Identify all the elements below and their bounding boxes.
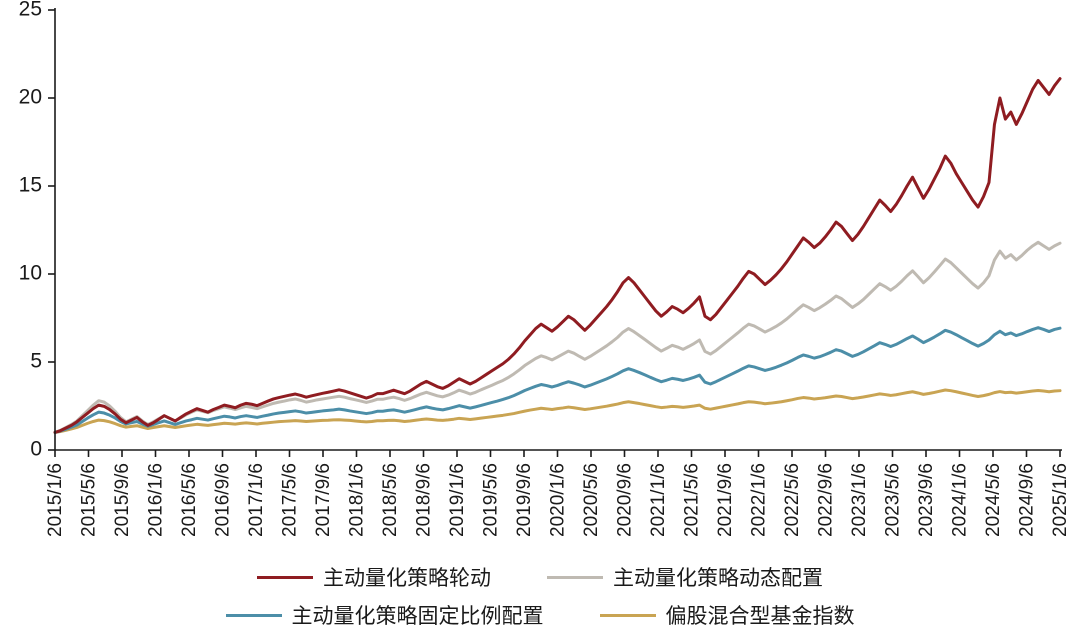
legend-item: 主动量化策略轮动 xyxy=(257,562,491,592)
x-tick-label: 2023/9/6 xyxy=(916,463,937,537)
x-tick-label: 2024/9/6 xyxy=(1017,463,1038,537)
series-line xyxy=(55,328,1060,433)
x-tick-label: 2020/9/6 xyxy=(615,463,636,537)
cumulative-return-chart: 0 5 10 15 20 25 2015/1/6 2015/5/6 2015/9/6 2016/1… xyxy=(0,0,1080,639)
legend-item: 偏股混合型基金指数 xyxy=(600,600,855,630)
x-tick-label: 2024/5/6 xyxy=(983,463,1004,537)
legend-swatch xyxy=(226,614,282,617)
x-tick-label: 2016/5/6 xyxy=(179,463,200,537)
x-tick-label: 2018/9/6 xyxy=(414,463,435,537)
x-tick-label: 2019/1/6 xyxy=(447,463,468,537)
x-tick-label: 2023/5/6 xyxy=(883,463,904,537)
x-tick-label: 2022/9/6 xyxy=(816,463,837,537)
x-tick-label: 2023/1/6 xyxy=(849,463,870,537)
x-tick-label: 2017/5/6 xyxy=(280,463,301,537)
x-tick-label: 2019/9/6 xyxy=(514,463,535,537)
x-tick-label: 2018/1/6 xyxy=(347,463,368,537)
y-tick-label: 25 xyxy=(19,0,42,21)
x-tick-label: 2019/5/6 xyxy=(481,463,502,537)
legend-label: 主动量化策略轮动 xyxy=(323,562,491,592)
legend-swatch xyxy=(257,576,313,579)
x-tick-label: 2020/5/6 xyxy=(581,463,602,537)
y-tick-label: 15 xyxy=(19,174,42,197)
x-tick-label: 2015/5/6 xyxy=(79,463,100,537)
y-tick-label: 10 xyxy=(19,262,42,285)
x-tick-label: 2025/1/6 xyxy=(1050,463,1071,537)
x-tick-label: 2017/1/6 xyxy=(246,463,267,537)
legend-swatch xyxy=(547,576,603,579)
legend-row: 主动量化策略轮动 主动量化策略动态配置 xyxy=(0,558,1080,596)
legend-label: 主动量化策略动态配置 xyxy=(613,562,823,592)
x-tick-label: 2016/1/6 xyxy=(146,463,167,537)
legend-row: 主动量化策略固定比例配置 偏股混合型基金指数 xyxy=(0,596,1080,634)
legend-label: 偏股混合型基金指数 xyxy=(666,600,855,630)
x-tick-label: 2021/1/6 xyxy=(648,463,669,537)
chart-legend: 主动量化策略轮动 主动量化策略动态配置主动量化策略固定比例配置 偏股混合型基金指数 xyxy=(0,558,1080,634)
x-tick-label: 2024/1/6 xyxy=(950,463,971,537)
x-tick-label: 2021/9/6 xyxy=(715,463,736,537)
legend-swatch xyxy=(600,614,656,617)
series-line xyxy=(55,79,1060,433)
y-tick-label: 0 xyxy=(30,438,42,461)
x-tick-label: 2018/5/6 xyxy=(380,463,401,537)
x-tick-label: 2020/1/6 xyxy=(548,463,569,537)
x-tick-label: 2016/9/6 xyxy=(213,463,234,537)
legend-item: 主动量化策略动态配置 xyxy=(547,562,823,592)
x-tick-label: 2015/9/6 xyxy=(112,463,133,537)
x-tick-label: 2022/1/6 xyxy=(749,463,770,537)
x-tick-label: 2017/9/6 xyxy=(313,463,334,537)
y-tick-label: 20 xyxy=(19,86,42,109)
x-tick-label: 2021/5/6 xyxy=(682,463,703,537)
x-tick-label: 2022/5/6 xyxy=(782,463,803,537)
x-tick-label: 2015/1/6 xyxy=(45,463,66,537)
chart-svg: 0 5 10 15 20 25 2015/1/6 2015/5/6 2015/9/6 2016/1… xyxy=(0,0,1080,560)
legend-label: 主动量化策略固定比例配置 xyxy=(292,600,544,630)
legend-item: 主动量化策略固定比例配置 xyxy=(226,600,544,630)
y-tick-label: 5 xyxy=(30,350,42,373)
